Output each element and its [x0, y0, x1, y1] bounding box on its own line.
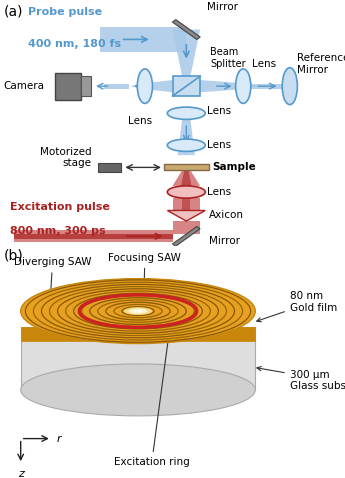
Polygon shape: [172, 227, 200, 246]
Polygon shape: [172, 198, 200, 210]
FancyBboxPatch shape: [55, 73, 81, 100]
Ellipse shape: [167, 186, 205, 198]
Ellipse shape: [137, 69, 152, 103]
Text: Reference
Mirror: Reference Mirror: [297, 53, 345, 75]
Text: Probe pulse: Probe pulse: [28, 7, 102, 17]
Text: 80 nm
Gold film: 80 nm Gold film: [257, 291, 337, 322]
Text: z: z: [18, 469, 24, 478]
Ellipse shape: [167, 107, 205, 120]
Polygon shape: [182, 198, 190, 210]
Polygon shape: [251, 84, 286, 88]
Text: r: r: [57, 434, 61, 444]
Polygon shape: [172, 20, 200, 40]
Ellipse shape: [282, 68, 297, 105]
Ellipse shape: [236, 69, 251, 103]
Text: Beam
Splitter: Beam Splitter: [210, 47, 246, 69]
Text: (b): (b): [3, 249, 23, 262]
Text: Excitation pulse: Excitation pulse: [10, 202, 110, 212]
Polygon shape: [167, 210, 205, 221]
Text: Lens: Lens: [128, 116, 152, 126]
Polygon shape: [104, 84, 129, 88]
Text: 800 nm, 300 ps: 800 nm, 300 ps: [10, 227, 106, 237]
Text: Mirror: Mirror: [209, 236, 240, 246]
Text: 300 μm
Glass substrate: 300 μm Glass substrate: [257, 367, 345, 391]
FancyBboxPatch shape: [164, 164, 209, 170]
Text: Lens: Lens: [207, 187, 231, 197]
Polygon shape: [100, 27, 186, 52]
Ellipse shape: [21, 364, 255, 416]
Polygon shape: [21, 327, 255, 341]
Ellipse shape: [167, 139, 205, 152]
Polygon shape: [200, 80, 259, 92]
Text: Excitation ring: Excitation ring: [114, 328, 190, 467]
Polygon shape: [129, 80, 172, 92]
Text: Lens: Lens: [207, 140, 231, 150]
Ellipse shape: [129, 308, 147, 314]
Text: Camera: Camera: [4, 81, 45, 91]
Ellipse shape: [133, 310, 143, 313]
Polygon shape: [14, 234, 173, 239]
Ellipse shape: [124, 307, 152, 315]
Text: Motorized
stage: Motorized stage: [40, 147, 91, 168]
Text: Focusing SAW: Focusing SAW: [108, 253, 181, 291]
Text: Lens: Lens: [207, 106, 231, 116]
Ellipse shape: [21, 279, 255, 344]
Polygon shape: [21, 327, 255, 390]
Text: Diverging SAW: Diverging SAW: [14, 257, 91, 299]
Text: Lens: Lens: [252, 59, 276, 69]
FancyBboxPatch shape: [172, 76, 200, 96]
Text: Axicon: Axicon: [209, 210, 244, 220]
FancyBboxPatch shape: [98, 163, 121, 172]
Text: 400 nm, 180 fs: 400 nm, 180 fs: [28, 39, 121, 49]
Polygon shape: [172, 221, 200, 234]
Text: (a): (a): [3, 5, 23, 19]
Polygon shape: [172, 170, 200, 186]
Polygon shape: [172, 30, 200, 76]
FancyBboxPatch shape: [81, 76, 91, 96]
Text: Sample: Sample: [212, 163, 256, 173]
Polygon shape: [14, 230, 173, 242]
Polygon shape: [181, 170, 191, 186]
Polygon shape: [178, 120, 195, 155]
Text: Mirror: Mirror: [207, 2, 238, 12]
